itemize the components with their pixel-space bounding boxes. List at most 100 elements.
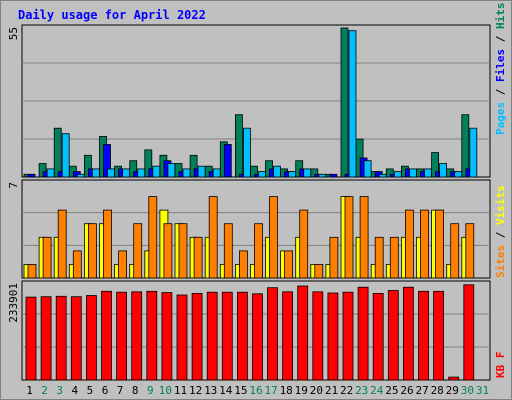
pages-bar [76,173,85,178]
sites-bar [465,223,475,279]
x-tick-label: 10 [159,384,172,397]
sites-visits-legend-part: Sites [494,245,507,278]
x-tick-label: 28 [431,384,444,397]
x-tick-label: 18 [280,384,293,397]
hits-bar [234,114,243,178]
x-tick-label: 12 [189,384,202,397]
x-tick-label: 30 [461,384,474,397]
sites-bar [42,236,52,279]
kbytes-panel: 233901 KB F [7,280,507,381]
pages-bar [107,168,115,178]
kbytes-bar [131,291,143,381]
chart-title: Daily usage for April 2022 [18,8,206,22]
x-tick-label: 27 [415,384,428,397]
kbytes-bar [191,292,203,381]
x-tick-label: 14 [219,384,233,397]
pages-bar [288,171,297,178]
pages-bar [167,163,176,178]
pages-bar [122,168,130,178]
sites-bar [389,236,399,279]
x-tick-label: 4 [71,384,78,397]
chart-panels: 55 Pages / Files / Hits 7 Sites / Visits 233… [7,3,507,381]
pages-bar [197,165,206,178]
kbytes-bar [297,285,309,381]
pages-bar [408,168,417,178]
pages-bar [363,160,372,178]
pages-bar [242,127,251,178]
x-tick-label: 21 [325,384,338,397]
sites-bar [329,236,339,279]
hits-files-pages-legend-part: Pages [494,102,507,135]
pages-bar [469,127,478,178]
kbytes-bar [40,296,52,381]
pages-bar [212,168,221,178]
sites-bar [118,250,127,279]
hits-bar [53,127,62,178]
sites-bar [374,236,384,279]
sites-bar [420,209,429,279]
sites-bar [208,196,218,279]
sites-visits-ymax-label: 7 [7,182,20,189]
sites-bar [103,209,112,279]
kbytes-bar [372,292,384,381]
x-tick-label: 2 [41,384,48,397]
x-tick-label: 29 [446,384,459,397]
kbytes-bar [116,291,127,381]
x-tick-label: 8 [132,384,139,397]
x-axis-labels: 1 2 3 4 5 6 7 8 9 10 11 12 13 14 15 16 17 18 19 20 21 22 23 24 2… [26,384,489,397]
kbytes-bar [236,291,248,381]
kbytes-bar [221,291,233,381]
hits-files-pages-legend-part: Hits [494,3,507,30]
pages-bar [61,133,70,178]
pages-bar [46,168,55,178]
hits-files-pages-legend-part: / [494,82,507,102]
x-tick-label: 23 [355,384,368,397]
pages-bar [424,168,432,178]
hits-files-pages-legend-part: / [494,29,507,49]
hits-files-pages-legend-part: Files [494,49,507,82]
kbytes-bar [433,290,445,381]
pages-bar [137,168,146,178]
kbytes-bar [206,291,218,381]
pages-bar [318,173,327,178]
x-tick-label: 9 [147,384,154,397]
kbytes-bar [342,291,354,381]
hits-bar [38,163,47,178]
sites-bar [72,250,82,279]
sites-bar [435,209,445,279]
kbytes-ymax-label: 233901 [7,283,20,323]
sites-bar [88,223,97,279]
x-tick-label: 26 [400,384,413,397]
kbytes-bar [86,295,97,381]
x-tick-label: 13 [204,384,217,397]
kbytes-bar [402,286,414,381]
kbytes-bar [146,290,158,381]
sites-visits-legend-part: / [494,225,507,245]
pages-bar [182,168,191,178]
x-tick-label: 6 [102,384,109,397]
hits-files-pages-panel: 55 Pages / Files / Hits [7,3,507,178]
x-tick-label: 31 [476,384,489,397]
pages-bar [378,173,387,178]
kbytes-bar [101,290,112,381]
pages-bar [393,171,402,178]
files-bar [329,173,338,178]
kbytes-bar [161,292,173,381]
sites-bar [178,223,188,279]
sites-bar [254,223,263,279]
hits-bar [144,149,153,178]
pages-bar [348,30,357,178]
kbytes-bar [55,295,67,381]
sites-visits-legend: Sites / Visits [494,185,507,278]
kbytes-bar [463,284,475,381]
sites-bar [57,209,67,279]
x-tick-label: 1 [26,384,33,397]
sites-bar [359,196,369,279]
sites-bar [450,223,460,279]
x-tick-label: 25 [385,384,398,397]
x-tick-label: 15 [234,384,247,397]
hits-bar [385,168,394,178]
hits-bar [84,154,92,178]
sites-bar [404,209,414,279]
